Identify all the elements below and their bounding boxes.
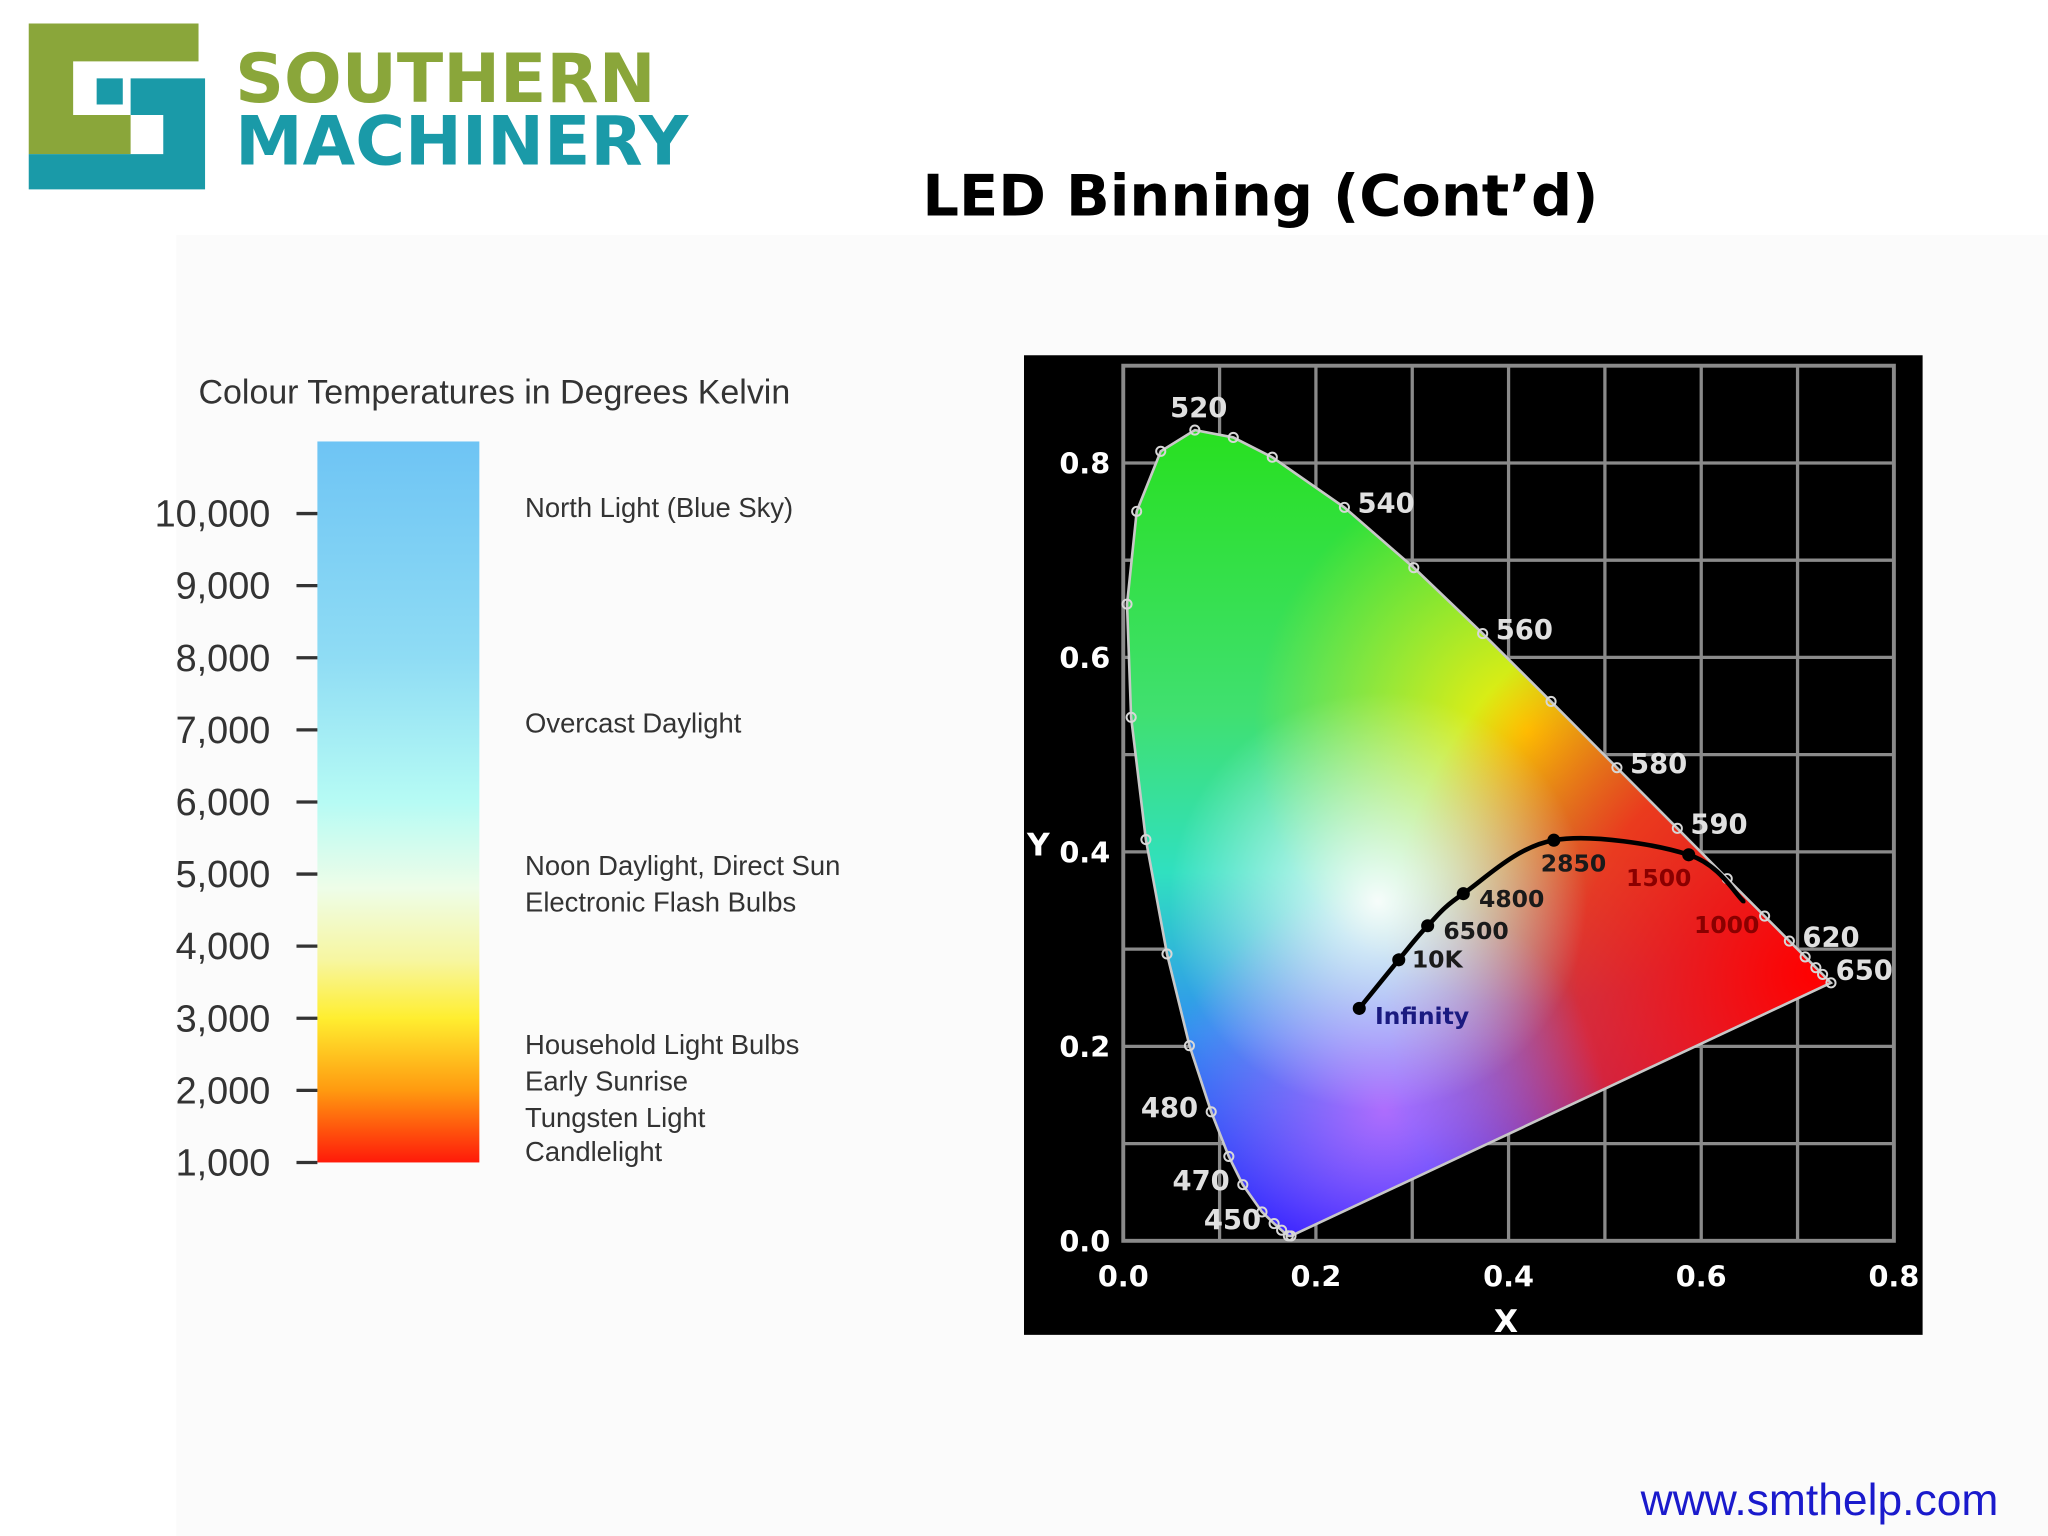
temperature-label: 1500: [1626, 864, 1691, 892]
annotation: Household Light Bulbs: [525, 1029, 799, 1060]
y-axis-label: Y: [1026, 828, 1050, 864]
chart-title: Colour Temperatures in Degrees Kelvin: [199, 374, 791, 412]
wavelength-label: 620: [1802, 922, 1859, 953]
x-tick-label: 0.8: [1868, 1260, 1919, 1294]
x-axis-label: X: [1494, 1304, 1518, 1340]
y-tick-label: 0.8: [1059, 446, 1110, 480]
wavelength-label: 520: [1170, 393, 1227, 424]
colour-temperature-chart: Colour Temperatures in Degrees Kelvin 1,…: [155, 374, 841, 1185]
y-tick-label: 2,000: [176, 1070, 271, 1112]
wavelength-label: 480: [1141, 1093, 1198, 1124]
locus-point: [1131, 505, 1143, 517]
x-tick-label: 0.2: [1290, 1260, 1341, 1294]
y-tick-label: 7,000: [176, 710, 271, 752]
annotation: Tungsten Light: [525, 1102, 706, 1133]
logo-icon-square: [96, 78, 123, 105]
locus-point: [1408, 562, 1420, 574]
locus-point: [1545, 695, 1557, 708]
temperature-label: 6500: [1443, 917, 1508, 945]
y-tick-label: 10,000: [155, 494, 271, 536]
annotation: Noon Daylight, Direct Sun: [525, 850, 840, 881]
slide-title: LED Binning (Cont’d): [922, 163, 1598, 230]
plot-border: [1121, 363, 1896, 1243]
x-tick-label: 0.0: [1098, 1260, 1149, 1294]
logo-icon-green: [28, 23, 199, 155]
temperature-label: 1000: [1694, 911, 1759, 939]
x-tick-label: 0.4: [1483, 1260, 1534, 1294]
locus-point: [1783, 935, 1795, 947]
wavelength-label: 650: [1836, 956, 1893, 987]
locus-point: [1799, 951, 1811, 963]
y-tick-label: 9,000: [176, 566, 271, 608]
locus-point: [1189, 424, 1201, 436]
wavelength-label: 580: [1630, 749, 1687, 780]
locus-point: [1227, 431, 1239, 444]
y-tick-label: 0.0: [1059, 1224, 1110, 1258]
locus-point: [1456, 887, 1470, 901]
annotation: Overcast Daylight: [525, 708, 742, 739]
wavelength-label: 590: [1690, 810, 1747, 841]
footer-url: www.smthelp.com: [1640, 1476, 1999, 1525]
locus-point: [1477, 628, 1489, 640]
locus-point: [1392, 953, 1406, 967]
color-bar: [317, 441, 480, 1163]
locus-point: [1817, 968, 1829, 980]
annotation: Electronic Flash Bulbs: [525, 887, 796, 918]
temperature-label: Infinity: [1375, 1002, 1469, 1030]
locus-point: [1266, 451, 1278, 463]
locus-point: [1125, 711, 1137, 723]
y-tick-label: 3,000: [176, 998, 271, 1040]
locus-point: [1121, 598, 1133, 610]
wavelength-label: 560: [1496, 615, 1553, 646]
y-tick-label: 1,000: [176, 1143, 271, 1185]
temperature-label: 10K: [1412, 946, 1464, 974]
y-tick-label: 0.6: [1059, 641, 1110, 675]
locus-point: [1611, 762, 1623, 774]
locus-point: [1223, 1150, 1235, 1162]
y-tick-label: 5,000: [176, 854, 271, 896]
x-tick-label: 0.6: [1676, 1260, 1727, 1294]
locus-point: [1421, 919, 1435, 933]
locus-point: [1268, 1218, 1280, 1230]
locus-point: [1825, 977, 1837, 989]
locus-point: [1140, 833, 1152, 846]
locus-point: [1282, 1230, 1294, 1242]
temperature-label: 2850: [1541, 850, 1606, 878]
logo-icon-teal: [28, 78, 206, 190]
wavelength-label: 540: [1357, 489, 1414, 520]
y-tick-label: 0.2: [1059, 1030, 1110, 1064]
locus-point: [1183, 1040, 1195, 1052]
locus-point: [1682, 848, 1696, 862]
logo: SOUTHERN MACHINERY: [28, 23, 689, 190]
annotation: Candlelight: [525, 1136, 663, 1167]
locus-point: [1352, 1001, 1366, 1015]
wavelength-label: 470: [1173, 1166, 1230, 1197]
locus-point: [1205, 1106, 1217, 1118]
locus-point: [1547, 833, 1561, 847]
locus-point: [1256, 1206, 1268, 1218]
locus-point: [1671, 822, 1683, 834]
logo-text: SOUTHERN: [235, 40, 655, 119]
y-tick-label: 0.4: [1059, 835, 1110, 869]
locus-point: [1810, 962, 1822, 974]
temperature-label: 4800: [1479, 885, 1544, 913]
y-tick-label: 8,000: [176, 638, 271, 680]
y-tick-label: 4,000: [176, 926, 271, 968]
locus-point: [1759, 910, 1771, 922]
annotation: North Light (Blue Sky): [525, 492, 793, 523]
y-tick-label: 6,000: [176, 782, 271, 824]
logo-text: MACHINERY: [235, 103, 689, 182]
locus-point: [1161, 948, 1173, 960]
wavelength-label: 450: [1204, 1205, 1261, 1236]
locus-point: [1276, 1224, 1288, 1236]
locus-point: [1155, 445, 1167, 457]
locus-point: [1237, 1179, 1249, 1191]
locus-point: [1338, 501, 1350, 513]
annotation: Early Sunrise: [525, 1066, 688, 1097]
locus-point: [1741, 899, 1746, 904]
